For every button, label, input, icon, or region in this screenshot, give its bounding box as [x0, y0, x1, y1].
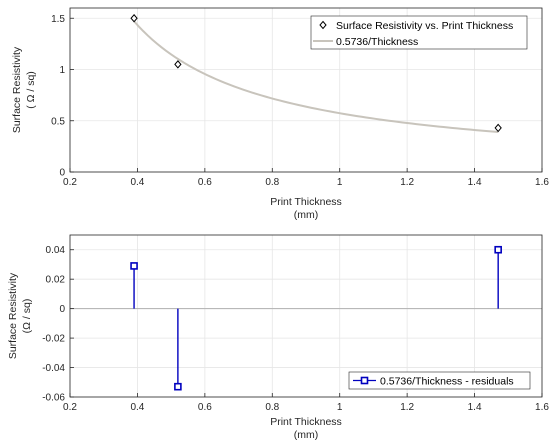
legend-diamond-icon [319, 20, 327, 30]
legend-entry-fit: 0.5736/Thickness [336, 36, 418, 48]
x-axis-label: Print Thickness [270, 416, 342, 428]
residuals-plot: 0.2 0.4 0.6 0.8 1 1.2 1.4 1.6 -0.06 -0.04 -0.02 0 0… [7, 234, 549, 441]
y-tick-label: 0.5 [51, 116, 65, 127]
residual-marker-square [494, 245, 502, 254]
x-tick-labels: 0.2 0.4 0.6 0.8 1 1.2 1.4 1.6 [63, 393, 549, 413]
y-tick-labels: -0.06 -0.04 -0.02 0 0.02 0.04 [42, 245, 74, 404]
y-axis-unit: ( Ω / sq) [25, 71, 37, 109]
y-tick-label: 0 [59, 304, 65, 315]
x-tick-label: 1.4 [468, 402, 482, 413]
residual-marker-square [174, 382, 182, 391]
y-tick-label: -0.04 [42, 363, 65, 374]
resistivity-plot: 0.2 0.4 0.6 0.8 1 1.2 1.4 1.6 0 0.5 1 1.5 Print Th… [11, 7, 549, 221]
legend-box [310, 15, 528, 50]
x-tick-label: 0.2 [63, 402, 77, 413]
y-tick-labels: 0 0.5 1 1.5 [51, 14, 74, 179]
y-tick-label: 1 [59, 65, 65, 76]
x-tick-label: 1 [337, 402, 343, 413]
legend-entry-data: Surface Resistivity vs. Print Thickness [336, 20, 513, 32]
x-tick-label: 0.4 [130, 177, 144, 188]
x-tick-label: 1.2 [400, 177, 414, 188]
legend: 0.5736/Thickness - residuals [348, 371, 531, 390]
y-tick-label: -0.02 [42, 334, 65, 345]
x-tick-label: 1 [337, 177, 343, 188]
y-axis-label: Surface Resistivity [11, 46, 23, 133]
legend-square-icon [360, 376, 369, 385]
y-tick-label: -0.06 [42, 393, 65, 404]
data-points [130, 13, 502, 133]
x-tick-labels: 0.2 0.4 0.6 0.8 1 1.2 1.4 1.6 [63, 168, 549, 188]
y-tick-label: 0.02 [46, 275, 66, 286]
x-tick-label: 1.6 [535, 402, 549, 413]
fit-curve [133, 20, 499, 133]
x-axis-unit: (mm) [294, 429, 319, 441]
plot-area [70, 235, 542, 397]
data-point-diamond [130, 13, 138, 23]
legend: Surface Resistivity vs. Print Thickness … [310, 15, 528, 50]
y-tick-label: 0 [59, 168, 65, 179]
x-tick-label: 0.6 [198, 402, 212, 413]
x-tick-label: 1.4 [468, 177, 482, 188]
data-point-diamond [494, 123, 502, 133]
y-tick-label: 1.5 [51, 14, 65, 25]
data-point-diamond [174, 60, 182, 69]
y-axis-label: Surface Resistivity [7, 272, 19, 359]
y-tick-label: 0.04 [46, 245, 66, 256]
x-tick-label: 0.6 [198, 177, 212, 188]
fit-curve-line [133, 20, 499, 133]
legend-box [348, 371, 531, 390]
x-axis-label: Print Thickness [270, 196, 342, 208]
x-tick-label: 0.8 [265, 402, 279, 413]
x-tick-label: 1.2 [400, 402, 414, 413]
residual-marker-square [130, 262, 138, 270]
x-axis-unit: (mm) [294, 209, 319, 221]
x-tick-label: 0.8 [265, 177, 279, 188]
legend-entry-residuals: 0.5736/Thickness - residuals [380, 376, 514, 388]
x-tick-label: 0.4 [130, 402, 144, 413]
y-axis-unit: (Ω / sq) [21, 299, 33, 334]
plot-frame [69, 7, 543, 173]
plot-frame [69, 234, 543, 398]
x-tick-label: 0.2 [63, 177, 77, 188]
residual-stems [130, 245, 502, 391]
x-tick-label: 1.6 [535, 177, 549, 188]
